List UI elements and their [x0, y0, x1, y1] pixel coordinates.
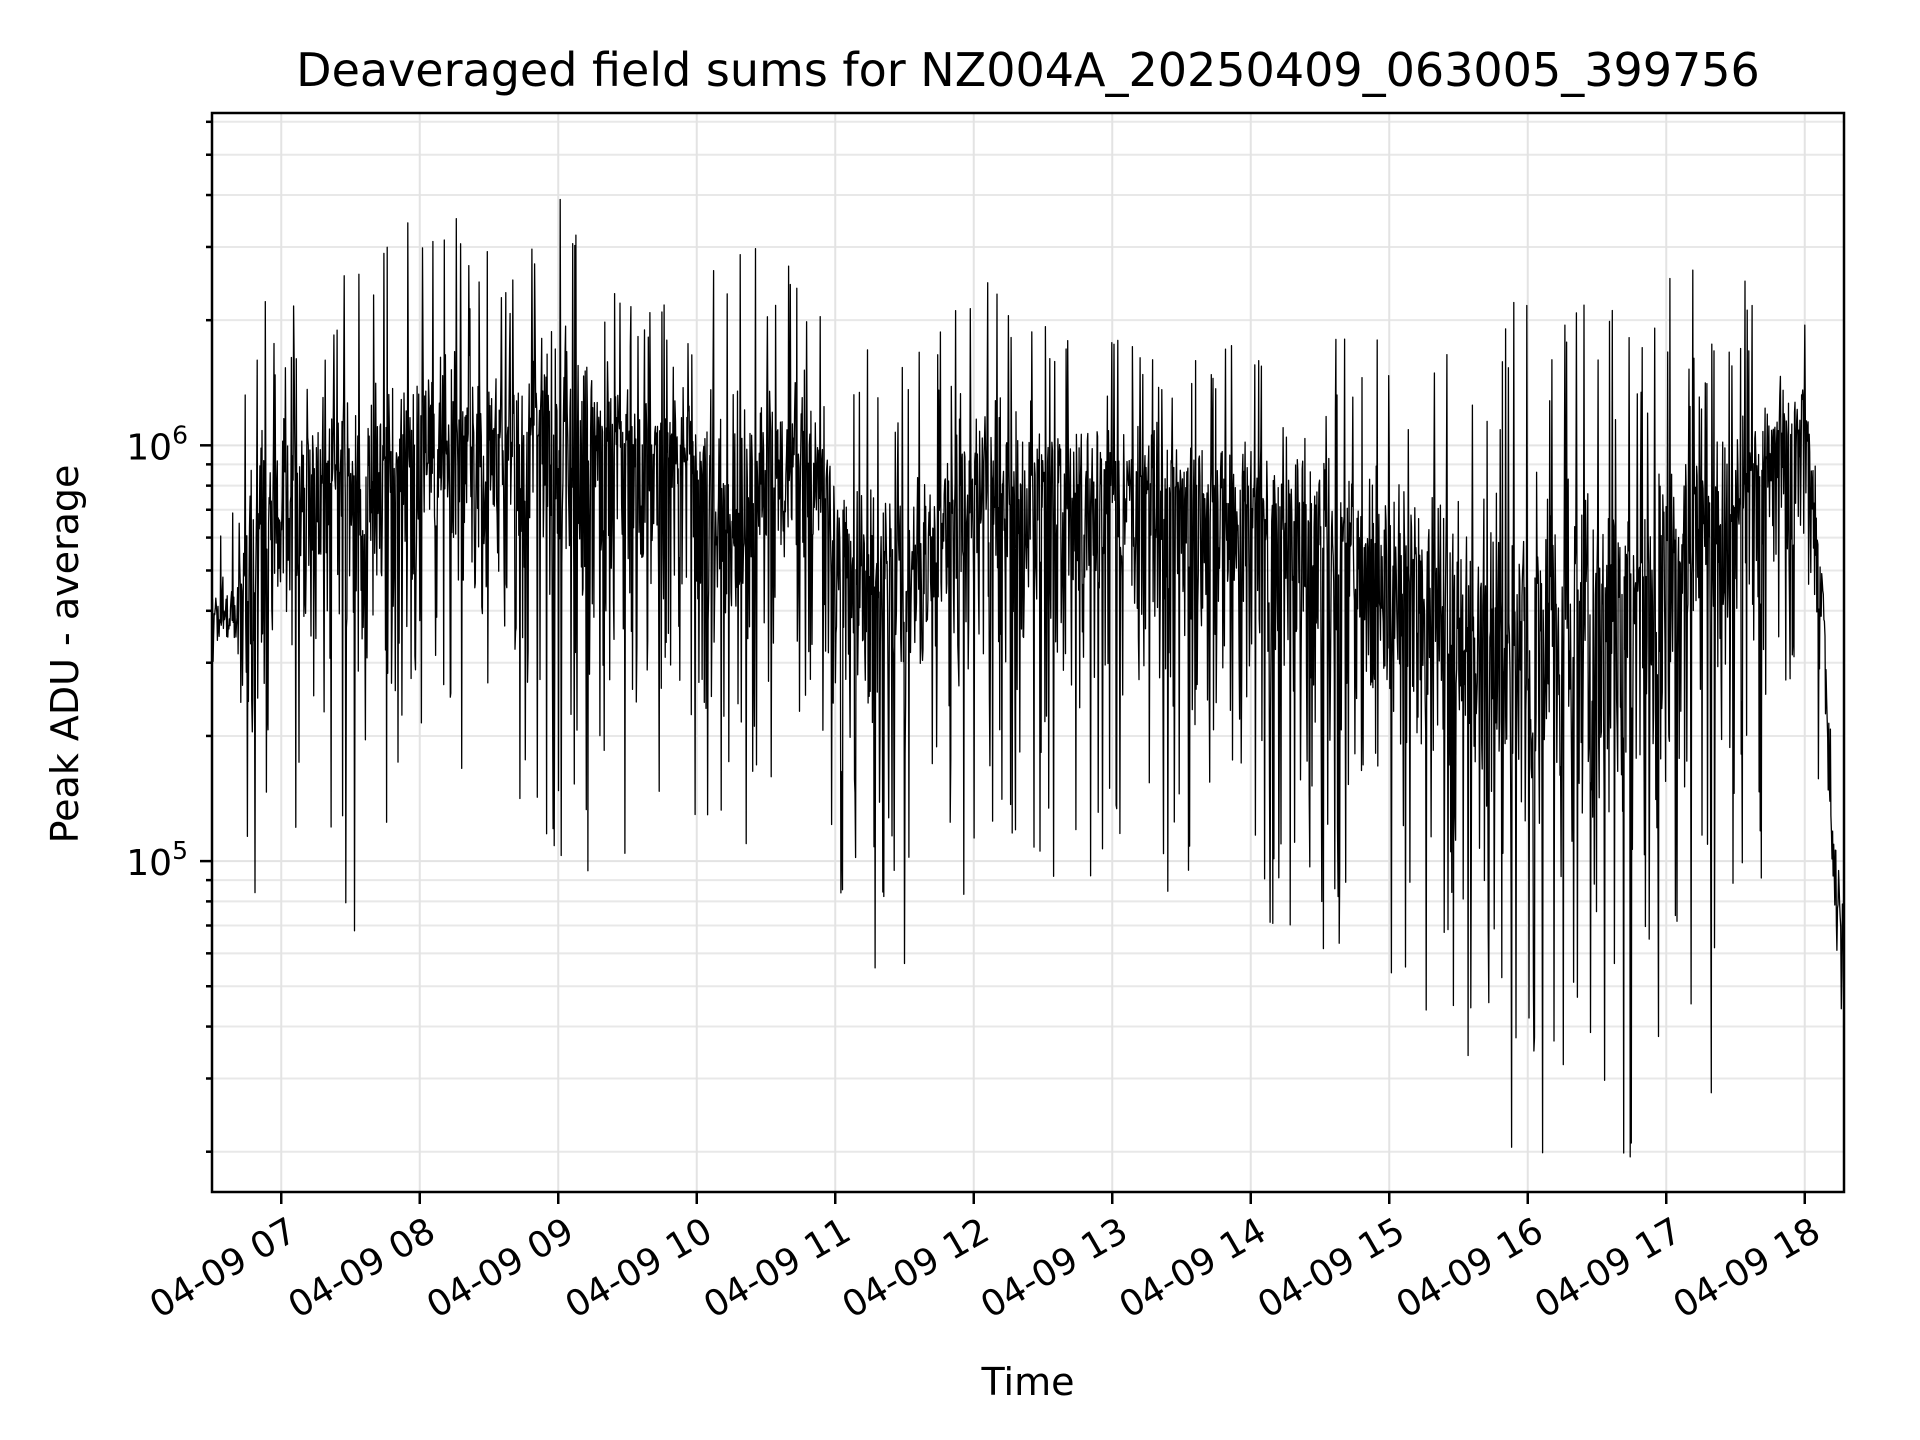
x-tick-label: 04-09 18 — [1667, 1210, 1828, 1326]
x-tick-label: 04-09 14 — [1113, 1210, 1274, 1326]
y-tick-label: 105 — [126, 836, 188, 884]
x-tick-label: 04-09 17 — [1528, 1210, 1689, 1326]
x-tick-label: 04-09 07 — [143, 1210, 304, 1326]
x-tick-label: 04-09 12 — [836, 1210, 997, 1326]
x-tick-label: 04-09 13 — [974, 1210, 1135, 1326]
x-tick-label: 04-09 15 — [1251, 1210, 1412, 1326]
chart-title: Deaveraged field sums for NZ004A_2025040… — [296, 43, 1760, 97]
x-tick-label: 04-09 10 — [559, 1210, 720, 1326]
x-tick-label: 04-09 08 — [282, 1210, 443, 1326]
y-axis-ticks: 105 106 — [126, 120, 212, 1153]
y-axis-label: Peak ADU - average — [43, 465, 87, 844]
x-tick-label: 04-09 09 — [420, 1210, 581, 1326]
y-tick-label: 106 — [126, 420, 188, 468]
x-tick-label: 04-09 11 — [697, 1210, 858, 1326]
plot-frame — [210, 111, 1846, 1194]
x-axis-label: Time — [981, 1360, 1075, 1404]
series-line — [211, 198, 1845, 1158]
x-tick-label: 04-09 16 — [1390, 1210, 1551, 1326]
